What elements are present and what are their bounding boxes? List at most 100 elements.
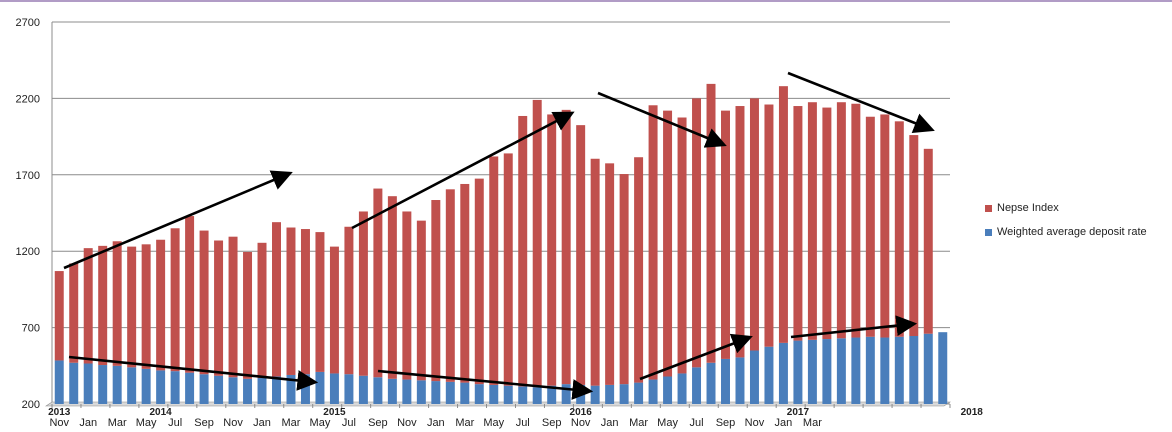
x-month-label-15: May [483, 417, 504, 429]
trend-arrow-2 [351, 111, 575, 230]
x-month-label-25: Jan [775, 417, 793, 429]
bar-nepse-index-58 [894, 121, 904, 337]
bar-nepse-index-9 [185, 216, 195, 373]
bar-deposit-rate-43 [677, 373, 687, 404]
x-month-label-13: Jan [427, 417, 445, 429]
bar-deposit-rate-6 [141, 368, 151, 404]
x-month-label-17: Sep [542, 417, 562, 429]
bar-deposit-rate-56 [865, 336, 875, 404]
bar-nepse-index-54 [836, 102, 846, 339]
legend-item-deposit-rate: Weighted average deposit rate [985, 224, 1147, 240]
bar-deposit-rate-46 [721, 358, 730, 404]
trend-arrow-7 [790, 315, 918, 339]
bar-nepse-index-31 [503, 153, 513, 386]
bar-deposit-rate-20 [344, 374, 354, 404]
bar-nepse-index-48 [749, 98, 759, 351]
x-month-label-4: Jul [168, 417, 182, 429]
bar-nepse-index-51 [793, 106, 803, 341]
bar-nepse-index-53 [822, 107, 832, 340]
bar-deposit-rate-60 [923, 333, 933, 404]
bar-deposit-rate-38 [605, 384, 615, 404]
bar-nepse-index-36 [576, 125, 586, 385]
bar-nepse-index-40 [634, 157, 644, 383]
bar-nepse-index-1 [69, 263, 79, 363]
bar-nepse-index-25 [416, 220, 426, 381]
y-tick-label-1700: 1700 [16, 170, 40, 182]
x-month-label-0: Nov [49, 417, 69, 429]
bar-deposit-rate-50 [778, 342, 788, 404]
x-month-label-9: May [310, 417, 331, 429]
bar-nepse-index-13 [243, 251, 253, 379]
bar-deposit-rate-13 [243, 378, 253, 404]
x-month-label-1: Jan [79, 417, 97, 429]
trend-arrow-0 [63, 170, 293, 270]
bar-deposit-rate-35 [561, 384, 571, 404]
trend-arrow-1 [68, 355, 319, 391]
bar-deposit-rate-42 [663, 376, 673, 404]
x-month-label-14: Mar [455, 417, 474, 429]
bar-deposit-rate-15 [272, 376, 281, 404]
y-tick-label-2700: 2700 [16, 17, 40, 29]
bar-nepse-index-11 [214, 240, 224, 376]
bar-deposit-rate-3 [98, 365, 108, 404]
x-year-label-2013: 2013 [48, 407, 71, 418]
bar-deposit-rate-55 [851, 337, 861, 404]
bar-deposit-rate-0 [54, 360, 64, 404]
bar-nepse-index-18 [315, 232, 325, 372]
bar-nepse-index-39 [619, 174, 629, 385]
bar-deposit-rate-52 [807, 339, 817, 404]
y-tick-label-2200: 2200 [16, 93, 40, 105]
bar-nepse-index-43 [677, 117, 687, 374]
bar-deposit-rate-51 [793, 340, 803, 404]
bar-deposit-rate-29 [474, 384, 484, 404]
bar-nepse-index-21 [358, 211, 368, 376]
bar-deposit-rate-34 [547, 385, 557, 404]
legend-item-nepse-index: Nepse Index [985, 200, 1147, 216]
bar-deposit-rate-1 [69, 362, 79, 404]
bar-deposit-rate-22 [373, 377, 383, 404]
x-year-label-2014: 2014 [150, 407, 173, 418]
legend-swatch-nepse-index [985, 204, 992, 212]
bar-nepse-index-12 [228, 236, 238, 378]
bar-deposit-rate-36 [576, 384, 586, 404]
x-month-label-20: Mar [629, 417, 648, 429]
x-month-label-24: Nov [745, 417, 765, 429]
bar-nepse-index-59 [909, 135, 919, 337]
x-month-label-11: Sep [368, 417, 388, 429]
x-year-label-2016: 2016 [570, 407, 593, 418]
bar-deposit-rate-59 [909, 336, 919, 404]
bar-nepse-index-29 [474, 178, 484, 385]
legend-label-nepse-index: Nepse Index [997, 202, 1059, 214]
bar-nepse-index-16 [286, 227, 296, 375]
bar-nepse-index-47 [735, 106, 745, 358]
bar-deposit-rate-30 [489, 384, 499, 404]
bar-deposit-rate-19 [329, 373, 339, 404]
bar-nepse-index-34 [547, 114, 557, 386]
bar-nepse-index-33 [532, 99, 542, 388]
x-month-label-10: Jul [342, 417, 356, 429]
bar-deposit-rate-61 [938, 332, 948, 404]
bar-nepse-index-32 [518, 115, 528, 387]
x-month-label-19: Jan [601, 417, 619, 429]
bar-deposit-rate-28 [460, 382, 470, 404]
bar-nepse-index-6 [141, 244, 151, 369]
bar-nepse-index-8 [170, 228, 180, 372]
bar-deposit-rate-2 [83, 363, 93, 404]
bar-deposit-rate-21 [358, 375, 368, 404]
bar-nepse-index-42 [663, 110, 673, 377]
bar-deposit-rate-24 [402, 379, 412, 404]
y-tick-label-200: 200 [22, 399, 40, 411]
x-month-label-7: Jan [253, 417, 271, 429]
bar-nepse-index-23 [387, 196, 397, 379]
bar-deposit-rate-31 [503, 385, 513, 404]
bar-deposit-rate-9 [185, 372, 195, 404]
bar-nepse-index-0 [54, 271, 64, 361]
x-year-label-2017: 2017 [787, 407, 810, 418]
bar-nepse-index-2 [83, 248, 93, 364]
bar-deposit-rate-5 [127, 367, 137, 404]
bar-nepse-index-14 [257, 242, 267, 379]
top-rule [0, 0, 1172, 2]
bar-deposit-rate-48 [749, 350, 759, 404]
x-month-label-16: Jul [516, 417, 530, 429]
